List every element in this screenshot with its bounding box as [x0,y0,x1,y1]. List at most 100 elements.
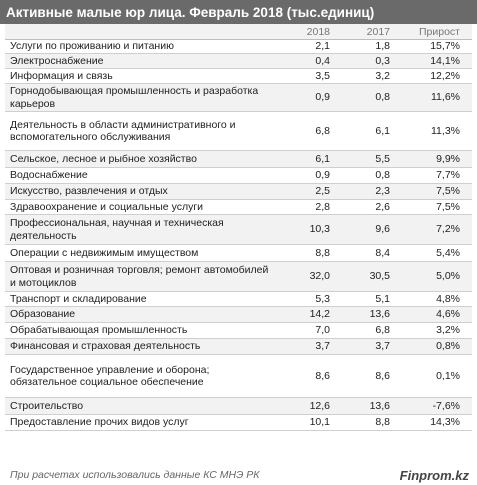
value-2018: 3,5 [315,69,330,82]
table-row: Горнодобывающая промышленность и разрабо… [5,83,472,112]
column-header-growth: Прирост [419,25,460,38]
value-2018: 6,8 [315,124,330,137]
brand-logo: Finprom.kz [399,467,469,483]
row-label: Профессиональная, научная и техническая … [10,217,224,242]
row-label: Сельское, лесное и рыбное хозяйство [10,152,197,165]
row-label: Операции с недвижимым имуществом [10,246,199,259]
value-2017: 3,2 [375,69,390,82]
value-2018: 8,8 [315,246,330,259]
value-2017: 6,1 [375,124,390,137]
table-row: Обрабатывающая промышленность 7,0 6,8 3,2% [5,323,472,339]
value-growth: 9,9% [436,152,460,165]
value-2017: 3,7 [375,340,390,353]
footer: При расчетах использовались данные КС МН… [0,465,477,485]
table-row: Сельское, лесное и рыбное хозяйство 6,1 5,… [5,150,472,168]
value-2018: 2,1 [315,40,330,53]
value-2018: 12,6 [309,399,330,412]
value-growth: 11,6% [431,91,460,104]
value-growth: 7,5% [436,185,460,198]
value-growth: 7,2% [436,223,460,236]
value-2017: 30,5 [369,270,390,283]
value-2018: 10,3 [309,223,330,236]
row-label: Предоставление прочих видов услуг [10,416,189,429]
row-label: Электроснабжение [10,54,104,67]
source-note: При расчетах использовались данные КС МН… [10,469,260,481]
data-table: 2018 2017 Прирост Услуги по проживанию и… [5,24,472,431]
table-row: Финансовая и страховая деятельность 3,7 3,… [5,338,472,355]
table-row: Электроснабжение 0,4 0,3 14,1% [5,53,472,69]
value-2017: 1,8 [375,40,390,53]
value-growth: 5,0% [436,270,460,283]
value-2017: 9,6 [375,223,390,236]
row-label: Обрабатывающая промышленность [10,324,188,337]
table-row: Оптовая и розничная торговля; ремонт авт… [5,261,472,292]
table-row: Здравоохранение и социальные услуги 2,8 2,… [5,200,472,215]
value-growth: 4,8% [436,292,460,305]
value-2018: 7,0 [315,324,330,337]
column-header-2018: 2018 [306,25,330,38]
value-2017: 8,4 [375,246,390,259]
value-2018: 6,1 [315,152,330,165]
value-2018: 0,9 [315,169,330,182]
table-row: Транспорт и складирование 5,3 5,1 4,8% [5,292,472,307]
row-label: Оптовая и розничная торговля; ремонт авт… [10,264,269,289]
table-row: Информация и связь 3,5 3,2 12,2% [5,69,472,84]
value-growth: 14,1% [430,54,460,67]
chart-title: Активные малые юр лица. Февраль 2018 (ты… [6,4,375,20]
column-header-label [5,24,275,40]
value-2018: 8,6 [315,369,330,382]
table-row: Строительство 12,6 13,6 -7,6% [5,397,472,415]
value-2018: 3,7 [315,340,330,353]
value-2018: 2,8 [315,200,330,213]
value-2018: 0,9 [315,91,330,104]
value-growth: 0,8% [436,340,460,353]
value-2018: 5,3 [315,292,330,305]
value-growth: 11,3% [431,124,460,137]
value-2017: 13,6 [369,399,390,412]
table-row: Государственное управление и оборона; об… [5,355,472,398]
table-row: Предоставление прочих видов услуг 10,1 8,8… [5,415,472,431]
value-2018: 10,1 [309,416,330,429]
row-label: Строительство [10,399,84,412]
value-2017: 0,8 [375,169,390,182]
value-growth: 3,2% [436,324,460,337]
row-label: Государственное управление и оборона; об… [10,363,210,389]
value-growth: 15,7% [430,40,460,53]
value-growth: -7,6% [432,399,460,412]
row-label: Водоснабжение [10,169,88,182]
value-growth: 7,5% [436,200,460,213]
table-row: Профессиональная, научная и техническая … [5,214,472,245]
row-label: Искусство, развлечения и отдых [10,185,168,198]
value-2018: 2,5 [315,185,330,198]
value-2017: 0,3 [375,54,390,67]
table-body: Услуги по проживанию и питанию 2,1 1,8 15,7… [5,40,472,431]
value-growth: 7,7% [436,169,460,182]
value-2017: 13,6 [369,308,390,321]
table-row: Услуги по проживанию и питанию 2,1 1,8 15,7… [5,40,472,54]
value-2018: 14,2 [309,308,330,321]
value-2017: 8,6 [375,369,390,382]
value-2017: 5,5 [375,152,390,165]
value-2017: 6,8 [375,324,390,337]
column-header-2017: 2017 [366,25,390,38]
row-label: Деятельность в области административного… [10,118,236,144]
row-label: Информация и связь [10,69,113,82]
value-2017: 0,8 [375,91,390,104]
value-growth: 12,2% [430,69,460,82]
table-header-row: 2018 2017 Прирост [5,24,472,40]
value-2017: 8,8 [375,416,390,429]
value-growth: 0,1% [436,369,460,382]
value-2017: 2,3 [375,185,390,198]
row-label: Транспорт и складирование [10,292,147,305]
table-row: Деятельность в области административного… [5,112,472,151]
row-label: Здравоохранение и социальные услуги [10,200,204,213]
value-growth: 5,4% [436,246,460,259]
value-growth: 4,6% [436,308,460,321]
table-row: Образование 14,2 13,6 4,6% [5,306,472,323]
table-row: Искусство, развлечения и отдых 2,5 2,3 7,5% [5,183,472,200]
value-growth: 14,3% [430,416,460,429]
row-label: Финансовая и страховая деятельность [10,340,201,353]
title-bar: Активные малые юр лица. Февраль 2018 (ты… [0,0,477,24]
row-label: Горнодобывающая промышленность и разрабо… [10,85,259,110]
value-2017: 5,1 [375,292,390,305]
